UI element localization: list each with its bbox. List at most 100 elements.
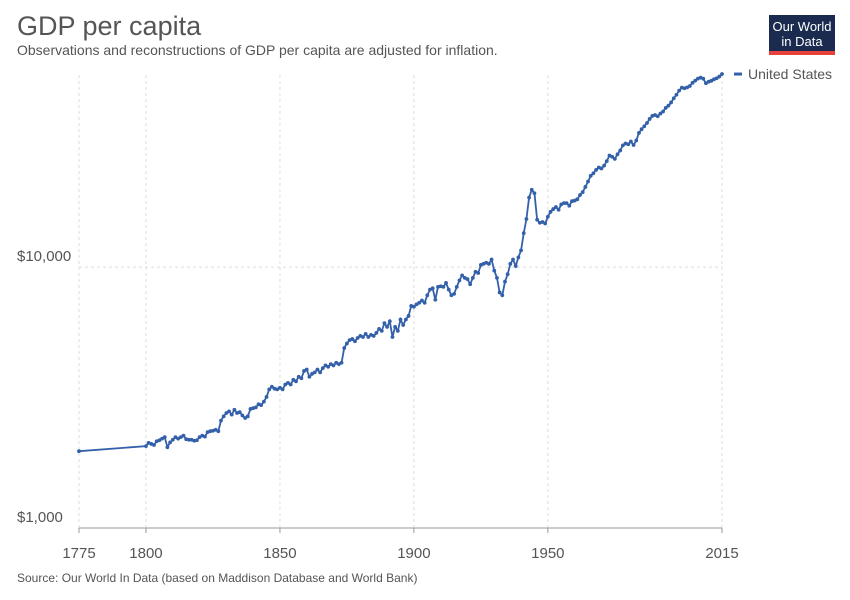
data-point	[232, 407, 237, 412]
data-point	[487, 261, 491, 266]
data-point	[377, 326, 381, 331]
data-point	[655, 114, 660, 119]
data-point	[470, 275, 475, 280]
data-point	[631, 143, 636, 147]
data-point	[457, 278, 462, 283]
data-point	[227, 409, 231, 414]
data-point	[545, 214, 550, 219]
data-point	[543, 221, 548, 226]
data-point	[669, 100, 673, 105]
data-point	[411, 304, 416, 309]
data-point	[503, 279, 507, 284]
data-point	[529, 187, 534, 192]
data-point	[677, 88, 682, 93]
data-point	[395, 328, 400, 333]
data-point	[401, 323, 406, 327]
data-point	[168, 440, 172, 445]
data-point	[452, 291, 456, 296]
data-point	[342, 346, 347, 350]
data-point	[385, 325, 390, 329]
data-point	[430, 286, 435, 291]
data-point	[312, 370, 317, 375]
data-point	[261, 399, 266, 404]
data-point	[203, 434, 207, 439]
data-point	[532, 191, 537, 196]
logo-text: Our World	[773, 19, 832, 34]
data-point	[237, 410, 242, 415]
data-point	[634, 138, 639, 143]
data-point	[508, 261, 513, 266]
data-point	[521, 231, 526, 236]
data-point	[294, 379, 298, 384]
data-point	[393, 325, 398, 329]
data-point	[583, 185, 588, 189]
data-point	[666, 103, 671, 108]
data-point	[492, 268, 497, 273]
data-point	[315, 367, 320, 372]
data-point	[406, 314, 411, 318]
data-point	[165, 445, 170, 450]
data-point	[219, 418, 223, 423]
data-point	[398, 317, 403, 322]
data-point	[280, 387, 285, 392]
data-point	[331, 363, 336, 368]
data-point	[476, 271, 481, 275]
data-point	[253, 405, 258, 410]
data-point	[626, 142, 631, 147]
data-point	[361, 335, 365, 339]
chart-title: GDP per capita	[17, 11, 202, 41]
data-point	[599, 166, 604, 171]
data-point	[417, 300, 422, 305]
data-point	[454, 285, 459, 289]
chart-subtitle: Observations and reconstructions of GDP …	[17, 42, 498, 58]
data-point	[556, 207, 561, 212]
data-point	[604, 159, 609, 164]
data-point	[320, 366, 325, 371]
data-point	[637, 131, 641, 135]
data-point	[371, 334, 376, 338]
data-point	[425, 293, 430, 298]
data-point	[610, 154, 615, 159]
data-point	[345, 341, 349, 346]
data-point	[661, 109, 665, 114]
data-point	[594, 167, 598, 172]
data-point	[586, 179, 590, 184]
data-point	[578, 193, 582, 197]
data-point	[264, 395, 269, 399]
data-point	[663, 105, 668, 110]
data-point	[403, 317, 408, 322]
source: Source: Our World In Data (based on Madd…	[17, 571, 417, 585]
data-point	[690, 80, 695, 85]
x-tick-label: 1900	[397, 545, 430, 562]
data-point	[299, 376, 304, 381]
data-point	[444, 281, 448, 285]
data-point	[629, 139, 633, 144]
data-point	[519, 248, 523, 253]
data-point	[77, 449, 81, 454]
data-point	[162, 435, 167, 440]
data-point	[259, 403, 264, 407]
data-point	[701, 76, 706, 81]
data-point	[170, 437, 175, 442]
data-point	[505, 272, 510, 277]
data-point	[497, 290, 502, 295]
data-point	[575, 197, 580, 202]
data-point	[363, 331, 368, 336]
data-point	[513, 264, 518, 268]
x-tick-label: 1800	[129, 545, 162, 562]
data-point	[379, 328, 384, 333]
series-line	[78, 73, 723, 453]
data-point	[717, 74, 722, 79]
data-point	[591, 171, 596, 176]
data-point	[551, 207, 556, 211]
data-point	[446, 287, 451, 292]
data-point	[304, 367, 309, 372]
data-point	[535, 217, 540, 222]
data-point	[194, 438, 199, 443]
data-point	[387, 319, 392, 324]
data-point	[693, 78, 698, 83]
y-tick-label: $10,000	[17, 248, 71, 265]
data-point	[186, 437, 191, 442]
